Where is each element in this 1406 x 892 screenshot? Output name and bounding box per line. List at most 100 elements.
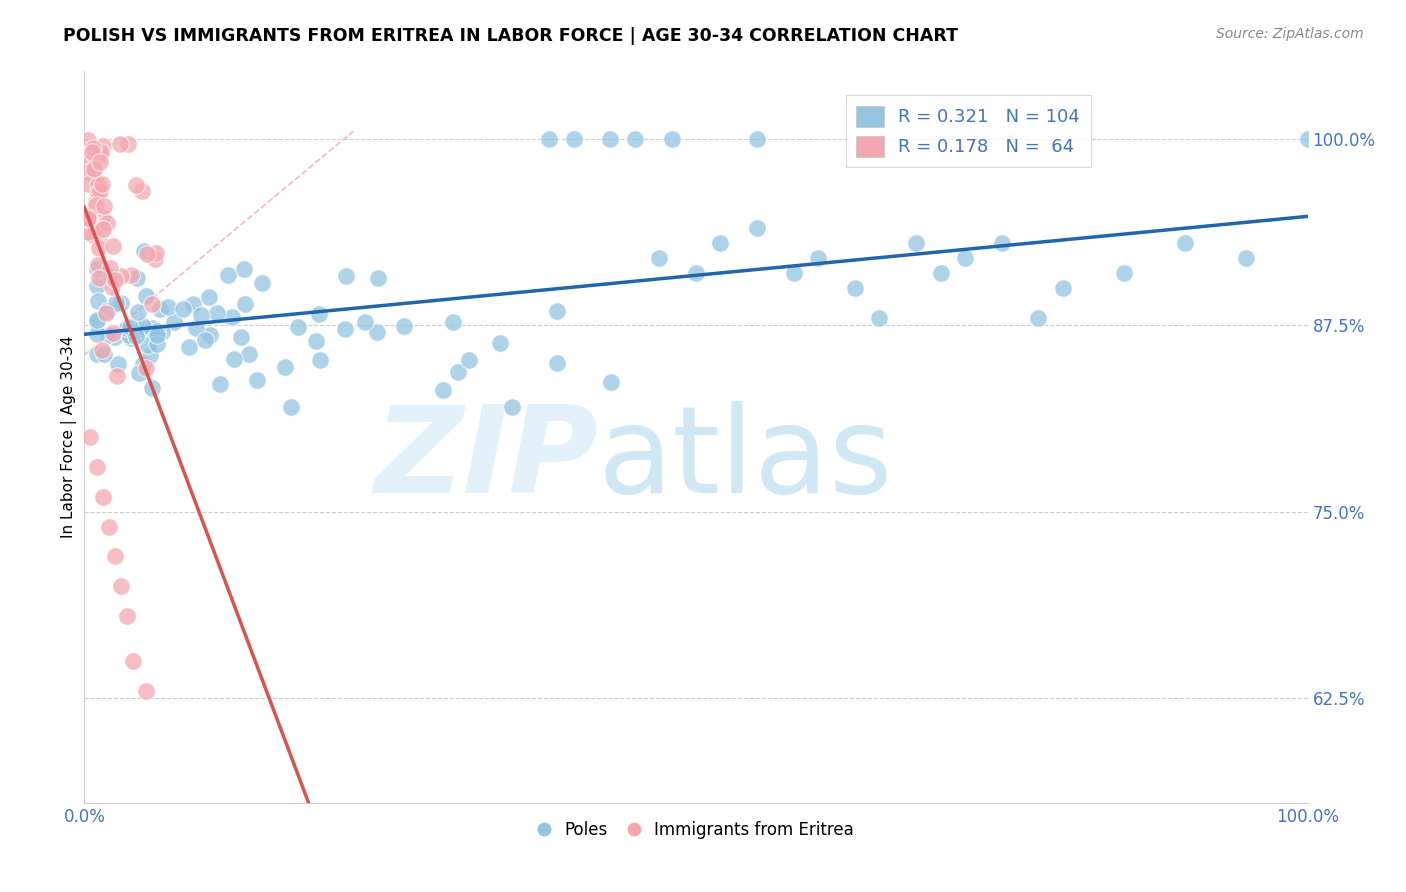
Point — [93, 199, 115, 213]
Point — [135, 289, 157, 303]
Point — [97, 328, 120, 343]
Point — [91, 211, 114, 225]
Point — [77, 211, 100, 226]
Point — [205, 306, 228, 320]
Point — [190, 308, 212, 322]
Point — [89, 154, 111, 169]
Point — [150, 325, 173, 339]
Point — [110, 268, 132, 283]
Point — [91, 221, 114, 235]
Point — [120, 331, 142, 345]
Point — [82, 145, 104, 159]
Point — [77, 212, 100, 227]
Point — [89, 148, 111, 162]
Point — [709, 235, 731, 250]
Point — [87, 228, 110, 243]
Point — [1028, 310, 1050, 325]
Point — [94, 306, 117, 320]
Point — [599, 131, 621, 145]
Point — [98, 268, 121, 283]
Point — [125, 271, 148, 285]
Point — [229, 330, 252, 344]
Point — [87, 258, 110, 272]
Point — [905, 235, 928, 250]
Point — [118, 320, 141, 334]
Point — [105, 368, 128, 383]
Legend: Poles, Immigrants from Eritrea: Poles, Immigrants from Eritrea — [531, 814, 860, 846]
Point — [86, 178, 108, 192]
Point — [86, 347, 108, 361]
Point — [79, 155, 101, 169]
Point — [97, 519, 120, 533]
Point — [108, 136, 131, 151]
Point — [179, 340, 201, 354]
Point — [252, 276, 274, 290]
Point — [98, 261, 121, 276]
Point — [129, 322, 152, 336]
Text: ZIP: ZIP — [374, 401, 598, 517]
Point — [86, 315, 108, 329]
Point — [77, 165, 100, 179]
Point — [1296, 131, 1319, 145]
Point — [163, 314, 186, 328]
Point — [86, 279, 108, 293]
Point — [392, 319, 415, 334]
Point — [488, 335, 510, 350]
Point — [232, 262, 254, 277]
Point — [132, 318, 155, 333]
Point — [648, 251, 671, 265]
Point — [184, 321, 207, 335]
Point — [83, 164, 105, 178]
Point — [217, 268, 239, 282]
Point — [84, 220, 107, 235]
Point — [93, 346, 115, 360]
Point — [136, 247, 159, 261]
Point — [104, 330, 127, 344]
Point — [125, 329, 148, 343]
Point — [146, 336, 169, 351]
Point — [308, 352, 330, 367]
Point — [287, 319, 309, 334]
Point — [90, 145, 112, 159]
Point — [86, 327, 108, 342]
Point — [224, 352, 246, 367]
Point — [546, 304, 568, 318]
Point — [115, 609, 138, 624]
Point — [135, 683, 157, 698]
Point — [96, 304, 118, 318]
Point — [546, 356, 568, 370]
Point — [280, 401, 302, 415]
Text: Source: ZipAtlas.com: Source: ZipAtlas.com — [1216, 27, 1364, 41]
Point — [120, 268, 142, 282]
Point — [79, 430, 101, 444]
Text: atlas: atlas — [598, 401, 894, 517]
Point — [441, 315, 464, 329]
Text: POLISH VS IMMIGRANTS FROM ERITREA IN LABOR FORCE | AGE 30-34 CORRELATION CHART: POLISH VS IMMIGRANTS FROM ERITREA IN LAB… — [63, 27, 959, 45]
Point — [104, 273, 127, 287]
Point — [96, 216, 118, 230]
Point — [145, 246, 167, 260]
Point — [991, 235, 1014, 250]
Point — [86, 178, 108, 193]
Point — [149, 301, 172, 316]
Point — [82, 228, 104, 243]
Point — [146, 327, 169, 342]
Point — [661, 131, 683, 145]
Point — [100, 279, 122, 293]
Point — [128, 366, 150, 380]
Point — [562, 131, 585, 145]
Point — [84, 198, 107, 212]
Point — [538, 131, 561, 145]
Point — [333, 322, 356, 336]
Point — [118, 328, 141, 343]
Point — [929, 266, 952, 280]
Point — [246, 373, 269, 387]
Point — [685, 266, 707, 280]
Point — [124, 178, 146, 192]
Point — [1052, 281, 1074, 295]
Point — [86, 226, 108, 240]
Point — [118, 325, 141, 339]
Point — [87, 271, 110, 285]
Point — [274, 359, 297, 374]
Point — [367, 271, 389, 285]
